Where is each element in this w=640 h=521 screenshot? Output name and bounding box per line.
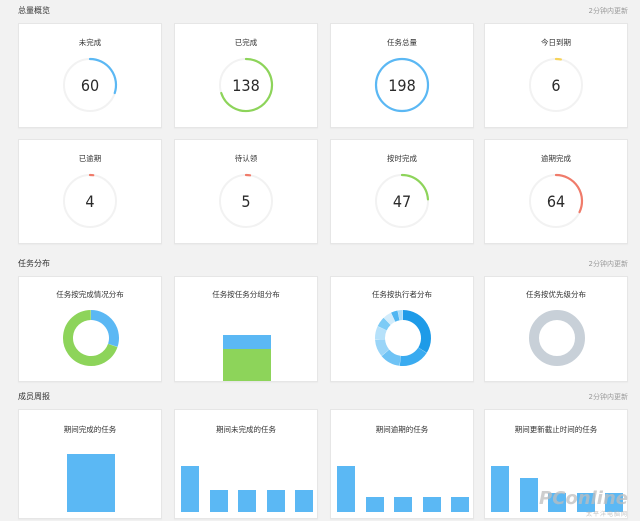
overview-card-value: 60 [80, 76, 100, 95]
weekly-title: 成员周报 [18, 392, 50, 401]
bar-chart [337, 452, 469, 512]
distribution-card-label: 任务按执行者分布 [372, 290, 432, 299]
overview-section-header: 总量概览 2分钟内更新 [0, 4, 640, 18]
overview-update-time: 2分钟内更新 [588, 7, 628, 15]
bar [266, 489, 285, 512]
donut-slice [377, 317, 391, 331]
bar [451, 497, 469, 512]
donut-slice [90, 310, 119, 347]
distribution-card-label: 任务按完成情况分布 [56, 290, 124, 299]
bar-chart [491, 452, 623, 512]
donut-slice [529, 310, 585, 366]
distribution-card[interactable]: 任务按任务分组分布 [174, 276, 318, 382]
donut-chart [528, 309, 586, 367]
progress-ring [527, 56, 585, 114]
weekly-card[interactable]: 期间更新截止时间的任务 [484, 409, 628, 519]
weekly-update-time: 2分钟内更新 [588, 393, 628, 401]
bar [181, 466, 199, 512]
weekly-card[interactable]: 期间完成的任务 [18, 409, 162, 519]
bar [548, 492, 566, 512]
weekly-card-label: 期间逾期的任务 [375, 425, 429, 434]
progress-ring [373, 56, 431, 114]
donut-slice [381, 349, 402, 366]
donut-slice [383, 312, 396, 326]
distribution-card[interactable]: 任务按完成情况分布 [18, 276, 162, 382]
progress-ring-arc [554, 173, 584, 214]
overview-card-label: 已完成 [234, 38, 258, 47]
overview-card-label: 已逾期 [78, 154, 102, 163]
overview-card-value: 5 [241, 192, 251, 211]
bar [576, 492, 595, 512]
overview-card[interactable]: 待认领 5 [174, 139, 318, 244]
bar [605, 492, 623, 512]
overview-card-value: 198 [388, 76, 416, 95]
overview-card-label: 待认领 [234, 154, 258, 163]
progress-ring [217, 56, 275, 114]
stacked-bar [223, 335, 271, 381]
distribution-title: 任务分布 [18, 259, 50, 268]
overview-card[interactable]: 任务总量 198 [330, 23, 474, 128]
donut-slice [63, 310, 118, 366]
weekly-card-label: 期间更新截止时间的任务 [514, 425, 598, 434]
bar [238, 489, 256, 512]
overview-card-label: 未完成 [78, 38, 102, 47]
bar [295, 489, 313, 512]
bar [67, 454, 115, 512]
overview-card-label: 按时完成 [387, 154, 417, 163]
bar-chart [25, 452, 155, 512]
overview-card-value: 47 [392, 192, 412, 211]
distribution-update-time: 2分钟内更新 [588, 260, 628, 268]
overview-card[interactable]: 逾期完成 64 [484, 139, 628, 244]
bar [209, 489, 228, 512]
weekly-card-label: 期间完成的任务 [63, 425, 117, 434]
progress-ring [373, 172, 431, 230]
overview-card[interactable]: 按时完成 47 [330, 139, 474, 244]
overview-card[interactable]: 已逾期 4 [18, 139, 162, 244]
donut-slice [375, 338, 390, 356]
bar [365, 497, 384, 512]
overview-card-label: 任务总量 [387, 38, 417, 47]
overview-card[interactable]: 未完成 60 [18, 23, 162, 128]
progress-ring [61, 172, 119, 230]
overview-card-label: 逾期完成 [541, 154, 571, 163]
overview-card-value: 64 [546, 192, 566, 211]
bar [519, 477, 538, 512]
distribution-card[interactable]: 任务按优先级分布 [484, 276, 628, 382]
progress-ring [527, 172, 585, 230]
bar-chart [181, 452, 313, 512]
weekly-card-label: 期间未完成的任务 [216, 425, 276, 434]
donut-chart [62, 309, 120, 367]
progress-ring-arc [374, 57, 430, 113]
overview-card[interactable]: 已完成 138 [174, 23, 318, 128]
overview-card-value: 4 [85, 192, 95, 211]
weekly-card[interactable]: 期间逾期的任务 [330, 409, 474, 519]
progress-ring [61, 56, 119, 114]
distribution-card-label: 任务按优先级分布 [526, 290, 586, 299]
overview-card-value: 6 [551, 76, 561, 95]
stacked-bar-segment [223, 348, 271, 381]
bar [491, 466, 509, 512]
donut-slice [402, 310, 431, 353]
progress-ring-arc [88, 57, 118, 95]
bar [394, 497, 412, 512]
distribution-section-header: 任务分布 2分钟内更新 [0, 257, 640, 271]
weekly-card[interactable]: 期间未完成的任务 [174, 409, 318, 519]
donut-chart [374, 309, 432, 367]
progress-ring-arc [220, 57, 274, 113]
distribution-card-label: 任务按任务分组分布 [212, 290, 280, 299]
donut-slice [399, 347, 427, 366]
overview-card-value: 138 [232, 76, 260, 95]
bar [422, 497, 441, 512]
stacked-bar-segment [223, 335, 271, 349]
progress-ring [217, 172, 275, 230]
donut-slice [391, 310, 400, 322]
bar [337, 466, 355, 512]
overview-card-label: 今日到期 [541, 38, 571, 47]
progress-ring-arc [400, 173, 430, 201]
weekly-section-header: 成员周报 2分钟内更新 [0, 390, 640, 404]
donut-slice [375, 326, 387, 340]
overview-card[interactable]: 今日到期 6 [484, 23, 628, 128]
distribution-card[interactable]: 任务按执行者分布 [330, 276, 474, 382]
overview-title: 总量概览 [18, 6, 50, 15]
